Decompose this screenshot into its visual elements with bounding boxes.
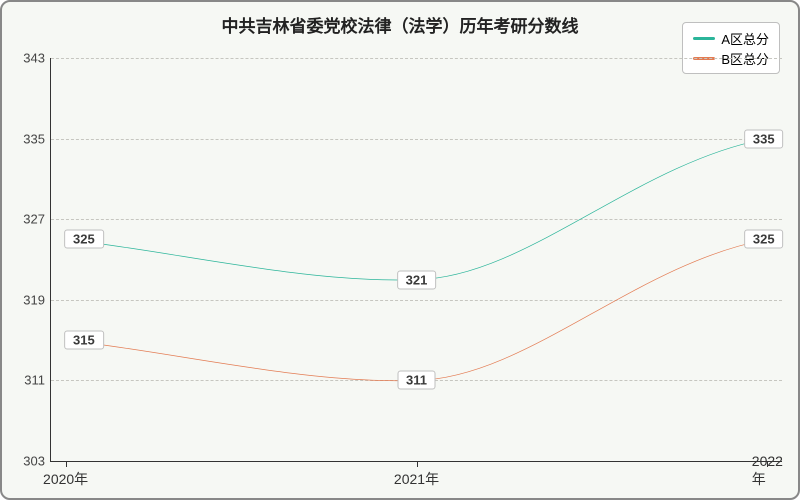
point-label: 311	[397, 371, 436, 390]
xtick	[417, 461, 418, 467]
xtick	[66, 461, 67, 467]
point-label: 325	[744, 230, 784, 249]
chart-title: 中共吉林省委党校法律（法学）历年考研分数线	[2, 12, 798, 37]
legend-label-a: A区总分	[721, 29, 769, 48]
xtick-label: 2021年	[394, 469, 439, 489]
ytick-label: 335	[11, 131, 45, 146]
ytick-label: 327	[11, 212, 45, 227]
ytick-label: 311	[11, 373, 45, 388]
point-label: 315	[64, 331, 104, 350]
series-line-1	[51, 58, 782, 461]
xtick-label: 2020年	[43, 469, 88, 489]
legend-swatch-a	[693, 37, 715, 40]
plot-area: 3033113193273353432020年2021年2022年3253213…	[50, 58, 782, 462]
chart-container: 中共吉林省委党校法律（法学）历年考研分数线 A区总分 B区总分 30331131…	[0, 0, 800, 500]
ytick-label: 343	[11, 51, 45, 66]
ytick-label: 303	[11, 454, 45, 469]
ytick-label: 319	[11, 292, 45, 307]
legend-item-a: A区总分	[693, 28, 769, 48]
